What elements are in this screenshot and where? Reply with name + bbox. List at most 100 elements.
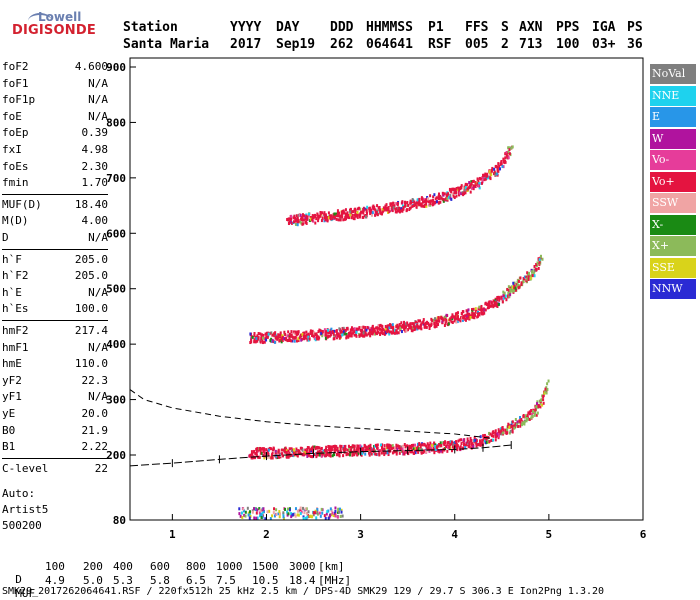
- echo-point: [370, 452, 373, 456]
- echo-point: [304, 336, 307, 340]
- echo-point: [395, 210, 398, 214]
- echo-point: [360, 333, 363, 337]
- echo-point: [301, 213, 304, 217]
- echo-point: [342, 330, 345, 334]
- echo-point: [497, 295, 500, 299]
- echo-point: [531, 412, 534, 416]
- echo-point: [534, 411, 537, 415]
- echo-point: [457, 186, 460, 190]
- echo-point: [437, 449, 440, 453]
- echo-point: [363, 207, 366, 211]
- echo-point: [339, 334, 342, 338]
- echo-point: [264, 332, 267, 336]
- echo-point: [274, 449, 277, 453]
- echo-point: [256, 446, 259, 450]
- footer-muf-value: 18.4: [289, 574, 316, 587]
- param-value: 100.0: [74, 302, 108, 316]
- echo-point: [443, 192, 446, 196]
- echo-point: [266, 451, 269, 455]
- echo-point: [403, 320, 406, 324]
- echo-point: [429, 445, 432, 449]
- echo-point: [541, 403, 544, 407]
- echo-point: [517, 424, 520, 428]
- footer-muf-value: 7.5: [216, 574, 236, 587]
- es-echo-point: [290, 512, 293, 516]
- echo-point: [378, 452, 381, 456]
- echo-point: [502, 157, 505, 161]
- echo-point: [446, 193, 449, 197]
- echo-point: [368, 447, 371, 451]
- legend-item-sse: SSE: [650, 257, 696, 278]
- echo-point: [516, 284, 519, 288]
- echo-point: [250, 450, 253, 454]
- es-echo-point: [238, 507, 241, 511]
- echo-point: [358, 213, 361, 217]
- echo-point: [255, 336, 258, 340]
- echo-point: [365, 328, 368, 332]
- es-echo-point: [338, 507, 341, 511]
- echo-point: [512, 288, 515, 292]
- es-echo-point: [304, 507, 307, 511]
- param-separator: [2, 248, 108, 250]
- echo-point: [423, 443, 426, 447]
- es-echo-point: [304, 516, 307, 520]
- echo-point: [365, 208, 368, 212]
- echo-point: [500, 432, 503, 436]
- param-value: 0.39: [81, 126, 109, 140]
- echo-point: [396, 201, 399, 205]
- echo-point: [423, 449, 426, 453]
- echo-point: [515, 422, 518, 426]
- echo-point: [408, 447, 411, 451]
- echo-point: [526, 417, 529, 421]
- param-value: 22: [94, 461, 108, 475]
- echo-point: [359, 328, 362, 332]
- header-value-0: Santa Maria: [123, 37, 210, 52]
- echo-point: [519, 415, 522, 419]
- echo-point: [398, 446, 401, 450]
- echo-point: [369, 443, 372, 447]
- param-row-h`Es: h`Es 100.0: [2, 302, 108, 319]
- echo-point: [474, 185, 477, 189]
- echo-point: [455, 440, 458, 444]
- echo-point: [433, 451, 436, 455]
- echo-point: [448, 195, 451, 199]
- param-label: foE: [2, 109, 22, 123]
- echo-point: [438, 316, 441, 320]
- echo-point: [271, 456, 274, 460]
- echo-point: [449, 194, 452, 198]
- echo-point: [258, 455, 261, 459]
- echo-point: [512, 285, 515, 289]
- echo-point: [420, 202, 423, 206]
- echo-point: [311, 331, 314, 335]
- echo-point: [292, 448, 295, 452]
- echo-point: [406, 200, 409, 204]
- echo-point: [522, 413, 525, 417]
- es-echo-point: [256, 516, 259, 520]
- echo-point: [362, 334, 365, 338]
- echo-point: [527, 411, 530, 415]
- echo-point: [259, 451, 262, 455]
- es-echo-point: [330, 509, 333, 513]
- echo-point: [502, 165, 505, 169]
- echo-point: [306, 447, 309, 451]
- echo-point: [295, 339, 298, 343]
- echo-point: [383, 453, 386, 457]
- legend-item-x-: X-: [650, 214, 696, 235]
- echo-point: [304, 217, 307, 221]
- echo-point: [471, 311, 474, 315]
- echo-point: [485, 440, 488, 444]
- echo-point: [386, 326, 389, 330]
- es-echo-point: [299, 508, 302, 512]
- echo-point: [388, 332, 391, 336]
- echo-point: [511, 145, 514, 149]
- echo-point: [364, 215, 367, 219]
- echo-point: [317, 337, 320, 341]
- echo-point: [307, 333, 310, 337]
- echo-point: [461, 192, 464, 196]
- echo-point: [459, 319, 462, 323]
- echo-point: [419, 319, 422, 323]
- es-echo-point: [247, 513, 250, 517]
- echo-point: [438, 192, 441, 196]
- echo-point: [326, 215, 329, 219]
- echo-point: [401, 325, 404, 329]
